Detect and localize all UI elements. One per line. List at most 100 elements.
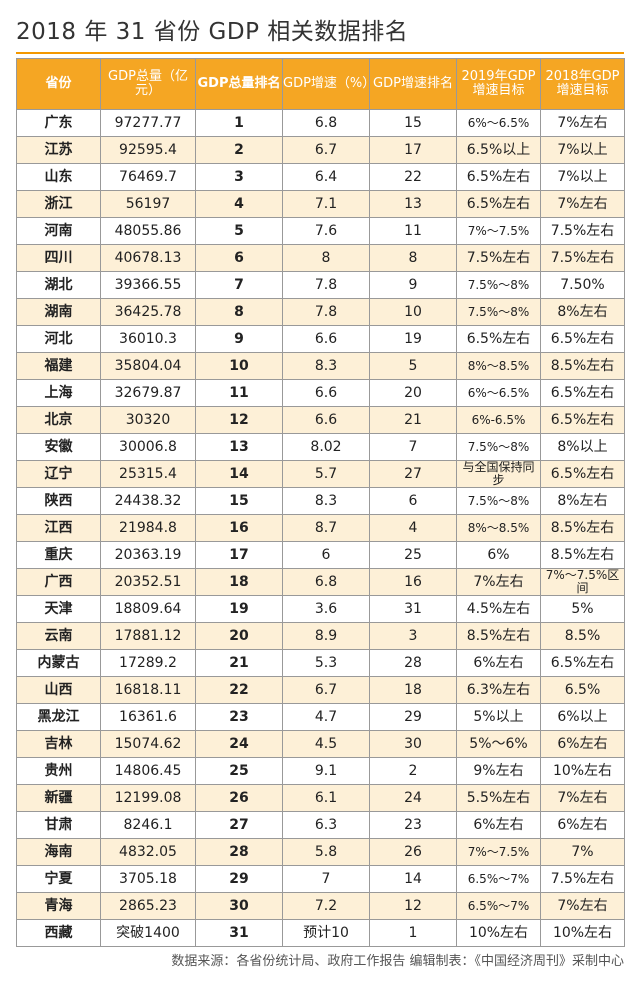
target-2019-cell: 6.5%左右 [456, 163, 541, 191]
growth-rank-cell: 31 [369, 595, 457, 623]
gdp-total-cell: 92595.4 [100, 136, 196, 164]
gdp-rank-cell: 13 [195, 433, 283, 461]
gdp-total-cell: 36010.3 [100, 325, 196, 353]
target-2019-cell: 5.5%左右 [456, 784, 541, 812]
gdp-total-cell: 12199.08 [100, 784, 196, 812]
province-cell: 辽宁 [16, 460, 101, 488]
target-2019-cell: 6%左右 [456, 649, 541, 677]
target-2019-cell: 6.5%左右 [456, 325, 541, 353]
growth-rank-cell: 7 [369, 433, 457, 461]
target-2019-cell: 6%-6.5% [456, 406, 541, 434]
gdp-total-cell: 15074.62 [100, 730, 196, 758]
growth-rank-cell: 8 [369, 244, 457, 272]
gdp-rank-cell: 31 [195, 919, 283, 947]
target-2018-cell: 7.5%左右 [540, 865, 625, 893]
province-cell: 湖北 [16, 271, 101, 299]
province-cell: 陕西 [16, 487, 101, 515]
growth-rank-cell: 13 [369, 190, 457, 218]
province-cell: 海南 [16, 838, 101, 866]
growth-rank-cell: 11 [369, 217, 457, 245]
table-row: 河北 36010.3 9 6.6 19 6.5%左右 6.5%左右 [16, 325, 625, 353]
target-2018-cell: 10%左右 [540, 757, 625, 785]
province-cell: 山西 [16, 676, 101, 704]
growth-cell: 4.5 [282, 730, 370, 758]
gdp-total-cell: 40678.13 [100, 244, 196, 272]
growth-cell: 7.8 [282, 271, 370, 299]
gdp-rank-cell: 6 [195, 244, 283, 272]
target-2019-cell: 7.5%～8% [456, 298, 541, 326]
target-2018-cell: 8.5%左右 [540, 352, 625, 380]
target-2019-cell: 6%～6.5% [456, 109, 541, 137]
growth-rank-cell: 2 [369, 757, 457, 785]
gdp-total-cell: 8246.1 [100, 811, 196, 839]
province-cell: 江苏 [16, 136, 101, 164]
gdp-rank-cell: 17 [195, 541, 283, 569]
growth-rank-cell: 16 [369, 568, 457, 596]
province-cell: 内蒙古 [16, 649, 101, 677]
target-2019-cell: 6.5%以上 [456, 136, 541, 164]
province-cell: 黑龙江 [16, 703, 101, 731]
gdp-rank-cell: 24 [195, 730, 283, 758]
table-row: 广东 97277.77 1 6.8 15 6%～6.5% 7%左右 [16, 109, 625, 137]
table-row: 浙江 56197 4 7.1 13 6.5%左右 7%左右 [16, 190, 625, 218]
gdp-total-cell: 48055.86 [100, 217, 196, 245]
growth-cell: 7.2 [282, 892, 370, 920]
province-cell: 河北 [16, 325, 101, 353]
gdp-rank-cell: 7 [195, 271, 283, 299]
target-2018-cell: 7%～7.5%区间 [540, 568, 625, 596]
target-2019-cell: 6.3%左右 [456, 676, 541, 704]
growth-rank-cell: 29 [369, 703, 457, 731]
gdp-total-cell: 4832.05 [100, 838, 196, 866]
target-2018-cell: 8.5%左右 [540, 541, 625, 569]
table-row: 青海 2865.23 30 7.2 12 6.5%～7% 7%左右 [16, 892, 625, 920]
growth-cell: 7.6 [282, 217, 370, 245]
gdp-total-cell: 16818.11 [100, 676, 196, 704]
target-2018-cell: 6%左右 [540, 811, 625, 839]
table-row: 上海 32679.87 11 6.6 20 6%～6.5% 6.5%左右 [16, 379, 625, 407]
target-2019-cell: 10%左右 [456, 919, 541, 947]
growth-cell: 8.3 [282, 487, 370, 515]
province-cell: 贵州 [16, 757, 101, 785]
province-cell: 北京 [16, 406, 101, 434]
gdp-total-cell: 30320 [100, 406, 196, 434]
gdp-rank-cell: 26 [195, 784, 283, 812]
column-header-gdp-rank: GDP总量排名 [195, 58, 283, 110]
gdp-ranking-table: 省份 GDP总量（亿元） GDP总量排名 GDP增速（%） GDP增速排名 20… [16, 58, 625, 947]
column-header-gdp-total: GDP总量（亿元） [100, 58, 196, 110]
growth-cell: 5.8 [282, 838, 370, 866]
province-cell: 西藏 [16, 919, 101, 947]
gdp-total-cell: 24438.32 [100, 487, 196, 515]
growth-rank-cell: 10 [369, 298, 457, 326]
growth-rank-cell: 4 [369, 514, 457, 542]
growth-cell: 7 [282, 865, 370, 893]
table-row: 海南 4832.05 28 5.8 26 7%～7.5% 7% [16, 838, 625, 866]
growth-rank-cell: 14 [369, 865, 457, 893]
table-row: 江苏 92595.4 2 6.7 17 6.5%以上 7%以上 [16, 136, 625, 164]
growth-cell: 5.7 [282, 460, 370, 488]
growth-rank-cell: 19 [369, 325, 457, 353]
province-cell: 广西 [16, 568, 101, 596]
growth-rank-cell: 24 [369, 784, 457, 812]
growth-rank-cell: 26 [369, 838, 457, 866]
gdp-rank-cell: 30 [195, 892, 283, 920]
target-2018-cell: 10%左右 [540, 919, 625, 947]
header-row: 省份 GDP总量（亿元） GDP总量排名 GDP增速（%） GDP增速排名 20… [16, 58, 625, 110]
province-cell: 吉林 [16, 730, 101, 758]
growth-cell: 9.1 [282, 757, 370, 785]
province-cell: 广东 [16, 109, 101, 137]
growth-cell: 6.8 [282, 109, 370, 137]
gdp-rank-cell: 12 [195, 406, 283, 434]
province-cell: 江西 [16, 514, 101, 542]
growth-cell: 6.3 [282, 811, 370, 839]
gdp-rank-cell: 8 [195, 298, 283, 326]
gdp-rank-cell: 18 [195, 568, 283, 596]
target-2018-cell: 6.5%左右 [540, 460, 625, 488]
target-2019-cell: 7.5%～8% [456, 487, 541, 515]
growth-cell: 6.7 [282, 136, 370, 164]
growth-rank-cell: 27 [369, 460, 457, 488]
province-cell: 上海 [16, 379, 101, 407]
column-header-2018-target: 2018年GDP增速目标 [540, 58, 625, 110]
gdp-rank-cell: 20 [195, 622, 283, 650]
target-2019-cell: 8%～8.5% [456, 352, 541, 380]
table-body: 广东 97277.77 1 6.8 15 6%～6.5% 7%左右 江苏 92595.4 2 6.7… [16, 109, 625, 947]
